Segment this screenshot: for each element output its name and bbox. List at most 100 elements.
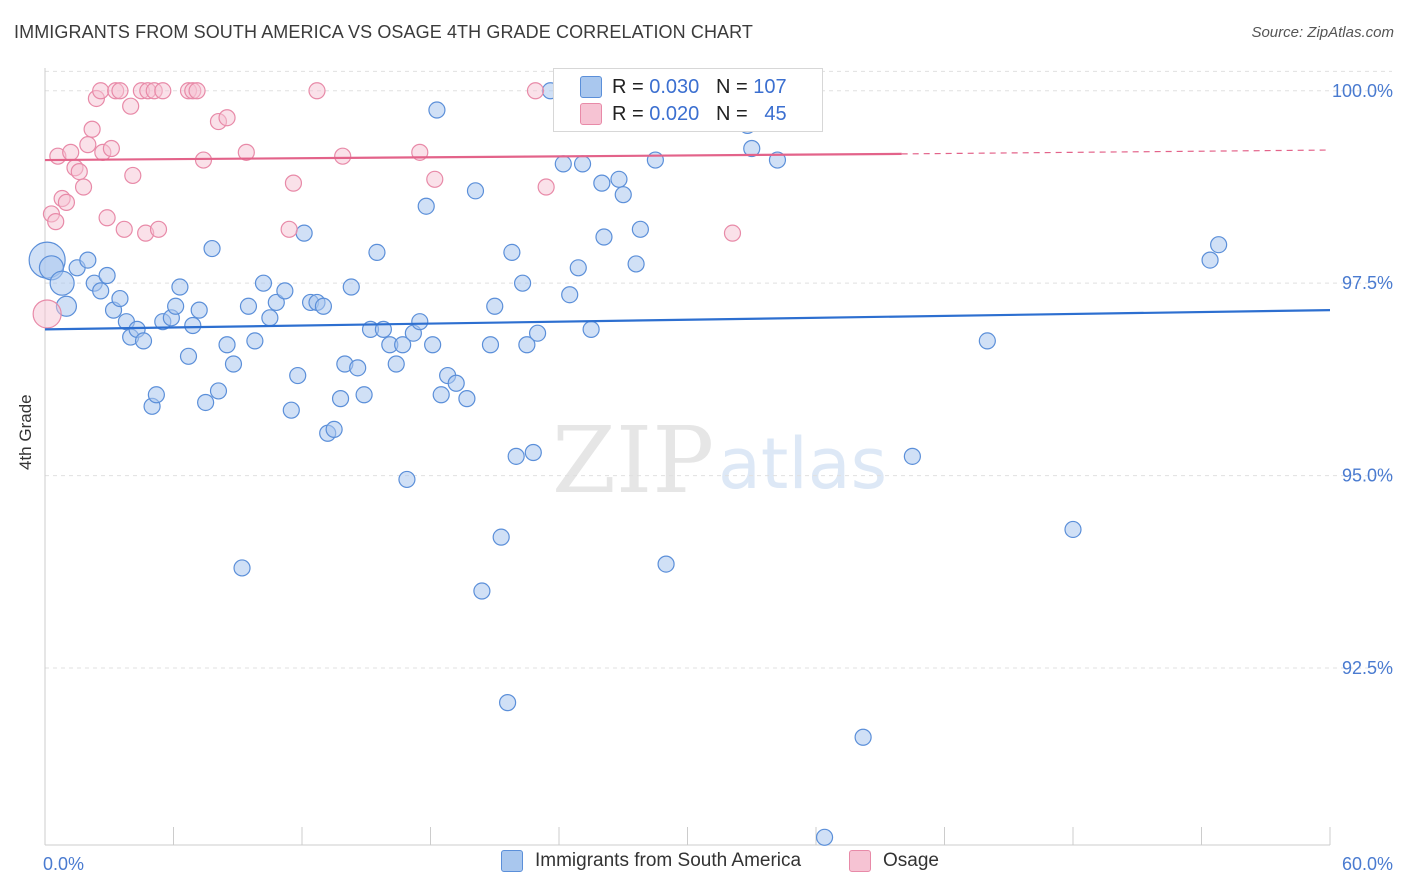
data-point-immigrants (614, 186, 632, 204)
data-point-immigrants (432, 386, 450, 404)
data-point-osage (32, 299, 62, 329)
data-point-osage (70, 162, 88, 181)
legend-swatch-pink (580, 103, 602, 125)
data-point-immigrants (569, 259, 587, 277)
watermark-zip: ZIP (552, 407, 714, 514)
data-point-osage (102, 139, 120, 158)
data-point-osage (47, 213, 65, 231)
data-point-immigrants (276, 282, 294, 300)
data-point-immigrants (1064, 520, 1082, 539)
series-osage (32, 82, 742, 329)
data-point-immigrants (768, 151, 787, 169)
data-point-immigrants (507, 447, 525, 465)
data-point-immigrants (261, 309, 279, 327)
data-point-immigrants (466, 182, 485, 200)
data-point-immigrants (657, 555, 675, 573)
data-point-immigrants (646, 151, 664, 169)
data-point-osage (79, 136, 97, 154)
legend-swatch-blue (501, 850, 523, 872)
data-point-immigrants (134, 332, 153, 350)
source-label: Source: ZipAtlas.com (1251, 24, 1394, 41)
data-point-immigrants (473, 582, 491, 600)
data-point-immigrants (267, 293, 285, 312)
data-point-osage (111, 82, 129, 100)
series-legend: Immigrants from South America Osage (0, 850, 1406, 880)
trend-line-osage (44, 152, 902, 162)
data-point-immigrants (524, 443, 542, 462)
data-point-immigrants (233, 559, 251, 577)
data-point-immigrants (331, 390, 350, 408)
watermark: ZIP atlas (552, 407, 887, 514)
data-point-immigrants (417, 197, 435, 215)
data-point-osage (115, 220, 133, 238)
data-point-immigrants (394, 336, 412, 354)
data-point-immigrants (79, 251, 97, 269)
data-point-immigrants (582, 320, 600, 338)
data-point-immigrants (342, 278, 360, 296)
legend-swatch-pink (849, 850, 871, 872)
data-point-immigrants (368, 243, 386, 262)
tick-labels: 92.5% 95.0% 97.5% 100.0% 0.0% 60.0% (43, 81, 1393, 874)
data-point-immigrants (854, 728, 872, 746)
legend-label-immigrants: Immigrants from South America (535, 850, 802, 871)
data-point-immigrants (528, 324, 547, 342)
legend-item-immigrants[interactable]: Immigrants from South America (501, 850, 801, 872)
data-point-osage (526, 82, 545, 100)
trend-line-osage-extension (901, 149, 1331, 155)
data-point-immigrants (554, 155, 572, 173)
data-point-osage (122, 97, 140, 115)
data-point-osage (334, 147, 352, 165)
data-point-osage (154, 82, 172, 100)
data-point-immigrants (428, 101, 446, 119)
n-value: 45 (764, 102, 787, 125)
data-point-immigrants (179, 347, 198, 365)
data-point-immigrants (282, 401, 300, 419)
data-point-immigrants (503, 243, 521, 262)
correlation-legend: R = 0.030 N = 107 R = 0.020 N = 45 (553, 68, 823, 132)
axes (44, 68, 1331, 846)
data-point-osage (218, 109, 236, 127)
data-point-immigrants (518, 336, 536, 354)
data-point-immigrants (411, 313, 429, 331)
legend-text-immigrants: R = 0.030 N = 107 (612, 76, 787, 99)
data-point-immigrants (492, 528, 510, 546)
data-point-osage (188, 82, 206, 100)
y-tick-label: 95.0% (1342, 466, 1393, 486)
data-point-immigrants (513, 274, 532, 292)
x-tick-label-min: 0.0% (43, 854, 84, 874)
x-tick-label-max: 60.0% (1342, 854, 1393, 874)
chart-title: IMMIGRANTS FROM SOUTH AMERICA VS OSAGE 4… (14, 22, 754, 42)
data-point-immigrants (1201, 251, 1219, 269)
data-point-immigrants (147, 386, 165, 404)
legend-item-osage[interactable]: Osage (849, 850, 939, 872)
data-point-immigrants (314, 297, 333, 315)
data-point-immigrants (903, 447, 921, 465)
data-point-immigrants (197, 393, 215, 412)
data-point-osage (308, 82, 326, 100)
r-value: 0.020 (649, 102, 700, 125)
data-point-immigrants (593, 174, 611, 192)
data-point-immigrants (743, 139, 761, 158)
data-point-osage (284, 174, 303, 192)
data-point-osage (237, 143, 255, 161)
data-point-immigrants (98, 266, 116, 285)
data-point-immigrants (289, 366, 307, 385)
data-point-immigrants (111, 289, 129, 308)
data-point-immigrants (49, 270, 75, 296)
n-value: 107 (753, 75, 787, 98)
data-point-osage (723, 224, 742, 242)
data-point-immigrants (398, 470, 416, 489)
y-tick-label: 97.5% (1342, 273, 1393, 293)
data-point-osage (537, 178, 555, 196)
data-point-osage (92, 82, 110, 100)
trend-line-immigrants (44, 309, 1331, 331)
data-point-immigrants (1210, 236, 1228, 254)
trend-lines (44, 149, 1331, 331)
data-point-immigrants (631, 220, 649, 238)
data-point-immigrants (190, 301, 208, 319)
data-point-immigrants (209, 382, 228, 400)
data-point-immigrants (218, 336, 236, 354)
data-point-immigrants (595, 228, 613, 246)
data-point-immigrants (203, 239, 221, 258)
